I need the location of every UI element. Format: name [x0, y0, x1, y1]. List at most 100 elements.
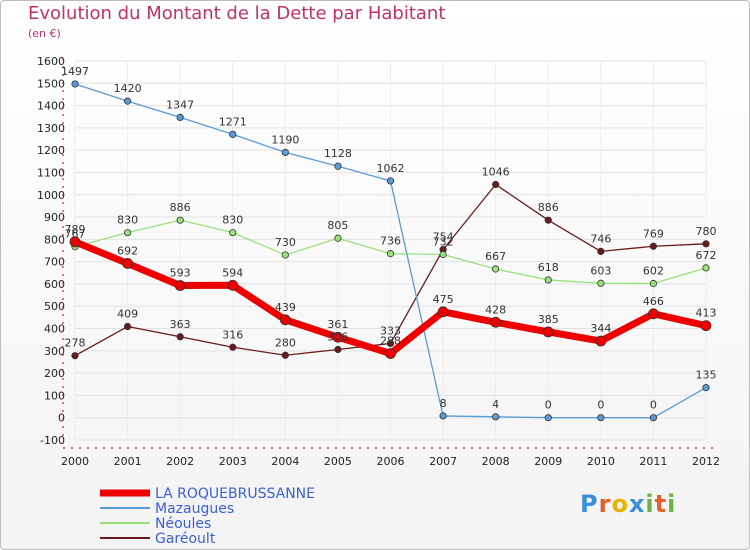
data-point — [334, 234, 342, 242]
data-label: 288 — [380, 334, 401, 347]
data-label: 363 — [170, 318, 191, 331]
data-label: 1190 — [271, 133, 299, 146]
y-tick-label: 900 — [44, 211, 65, 224]
legend-label: LA ROQUEBRUSSANNE — [155, 486, 315, 502]
x-tick-label: 2006 — [377, 455, 405, 468]
data-point — [229, 343, 237, 351]
data-label: 593 — [170, 267, 191, 280]
y-tick-label: 800 — [44, 233, 65, 246]
logo-letter: o — [611, 490, 629, 518]
data-point — [595, 335, 607, 347]
y-tick-label: 1500 — [37, 77, 65, 90]
data-points — [69, 80, 712, 422]
data-label: 8 — [440, 397, 447, 410]
data-label: 830 — [222, 214, 243, 227]
data-point — [386, 177, 395, 185]
x-tick-label: 2004 — [271, 455, 299, 468]
data-label: 385 — [538, 313, 559, 326]
data-label: 278 — [65, 337, 86, 350]
data-point — [702, 240, 710, 248]
data-point — [176, 216, 184, 224]
data-point — [334, 162, 342, 170]
data-label: 692 — [117, 244, 138, 257]
data-point — [281, 251, 289, 259]
legend-label: Garéoult — [155, 531, 216, 547]
x-tick-label: 2001 — [114, 455, 142, 468]
data-point — [700, 320, 712, 332]
data-label: 886 — [538, 201, 559, 214]
legend-label: Néoules — [155, 516, 211, 532]
logo-letter: P — [580, 490, 599, 518]
data-point — [69, 236, 81, 248]
data-point — [123, 97, 132, 105]
y-tick-label: 400 — [44, 323, 65, 336]
data-point — [229, 229, 237, 237]
data-point — [544, 216, 552, 224]
data-point — [385, 348, 396, 359]
data-labels: 278 409 363 316 280 306 333 754 1046 886 746 769 780… — [61, 65, 717, 412]
data-point — [123, 322, 132, 331]
x-tick-label: 2002 — [166, 455, 194, 468]
x-tick-label: 2003 — [219, 455, 247, 468]
legend-label: Mazaugues — [155, 501, 234, 517]
logo-letter: t — [654, 490, 668, 518]
data-point — [439, 250, 447, 259]
data-label: 789 — [65, 223, 86, 236]
data-point — [71, 80, 79, 88]
data-label: 439 — [275, 301, 296, 314]
data-point — [649, 242, 658, 250]
data-point — [492, 265, 500, 273]
data-point — [702, 384, 710, 392]
y-tick-label: -100 — [40, 434, 65, 447]
data-label: 1128 — [324, 147, 352, 160]
x-tick-label: 2011 — [639, 455, 667, 468]
data-point — [227, 279, 239, 291]
data-label: 135 — [696, 369, 717, 382]
data-label: 805 — [327, 219, 348, 232]
data-point — [281, 148, 289, 157]
data-label: 333 — [380, 324, 401, 337]
data-label: 1046 — [482, 166, 510, 179]
proxiti-logo: Proxiti — [580, 490, 676, 518]
y-tick-label: 600 — [44, 278, 65, 291]
data-point — [490, 316, 502, 328]
data-label: 1271 — [219, 115, 247, 128]
data-point — [439, 412, 447, 420]
data-point — [229, 130, 237, 138]
legend: LA ROQUEBRUSSANNEMazauguesNéoulesGaréoul… — [100, 486, 315, 547]
data-label: 603 — [590, 264, 611, 277]
data-point — [71, 352, 79, 360]
data-point — [334, 345, 342, 354]
data-point — [176, 333, 184, 341]
x-tick-label: 2009 — [534, 455, 562, 468]
data-point — [702, 264, 710, 272]
data-point — [386, 339, 395, 348]
data-point — [649, 414, 658, 422]
data-point — [386, 250, 395, 258]
data-point — [597, 247, 605, 255]
data-label: 466 — [643, 295, 664, 308]
data-label: 767 — [65, 228, 86, 241]
data-label: 0 — [650, 399, 657, 412]
data-label: 0 — [545, 399, 552, 412]
y-tick-label: 0 — [58, 412, 65, 425]
data-label: 602 — [643, 264, 664, 277]
data-label: 409 — [117, 308, 138, 321]
y-tick-label: 500 — [44, 300, 65, 313]
data-label: 754 — [433, 231, 454, 244]
logo-letter: x — [628, 490, 646, 518]
data-label: 746 — [590, 232, 611, 245]
data-label: 732 — [433, 236, 454, 249]
data-point — [597, 414, 605, 422]
y-tick-label: 1400 — [37, 100, 65, 113]
data-point — [649, 279, 658, 288]
grid-lines — [74, 60, 707, 441]
data-label: 886 — [170, 201, 191, 214]
y-tick-label: 1000 — [37, 189, 65, 202]
data-label: 1062 — [377, 162, 405, 175]
logo-letter: r — [598, 490, 612, 518]
chart-subtitle: (en €) — [28, 27, 61, 40]
data-label: 475 — [433, 293, 454, 306]
